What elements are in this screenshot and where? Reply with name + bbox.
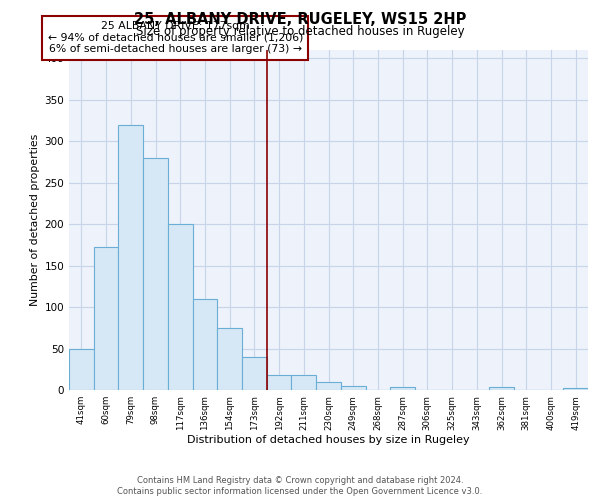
Text: Size of property relative to detached houses in Rugeley: Size of property relative to detached ho… (136, 25, 464, 38)
Bar (341, 386, 365, 390)
Bar (168, 224, 193, 390)
Text: 25 ALBANY DRIVE: 177sqm
← 94% of detached houses are smaller (1,206)
6% of semi-: 25 ALBANY DRIVE: 177sqm ← 94% of detache… (47, 21, 303, 54)
Bar (217, 328, 242, 390)
Bar (563, 388, 588, 390)
Bar (489, 386, 514, 390)
Bar (390, 386, 415, 390)
Text: Contains public sector information licensed under the Open Government Licence v3: Contains public sector information licen… (118, 487, 482, 496)
Text: Contains HM Land Registry data © Crown copyright and database right 2024.: Contains HM Land Registry data © Crown c… (137, 476, 463, 485)
Bar (242, 357, 267, 390)
Bar (69, 348, 94, 390)
Bar (267, 375, 292, 390)
Bar (193, 299, 217, 390)
Bar (292, 375, 316, 390)
Bar (94, 246, 118, 390)
Bar (316, 382, 341, 390)
X-axis label: Distribution of detached houses by size in Rugeley: Distribution of detached houses by size … (187, 436, 470, 446)
Bar (143, 158, 168, 390)
Y-axis label: Number of detached properties: Number of detached properties (30, 134, 40, 306)
Bar (118, 124, 143, 390)
Text: 25, ALBANY DRIVE, RUGELEY, WS15 2HP: 25, ALBANY DRIVE, RUGELEY, WS15 2HP (134, 12, 466, 28)
